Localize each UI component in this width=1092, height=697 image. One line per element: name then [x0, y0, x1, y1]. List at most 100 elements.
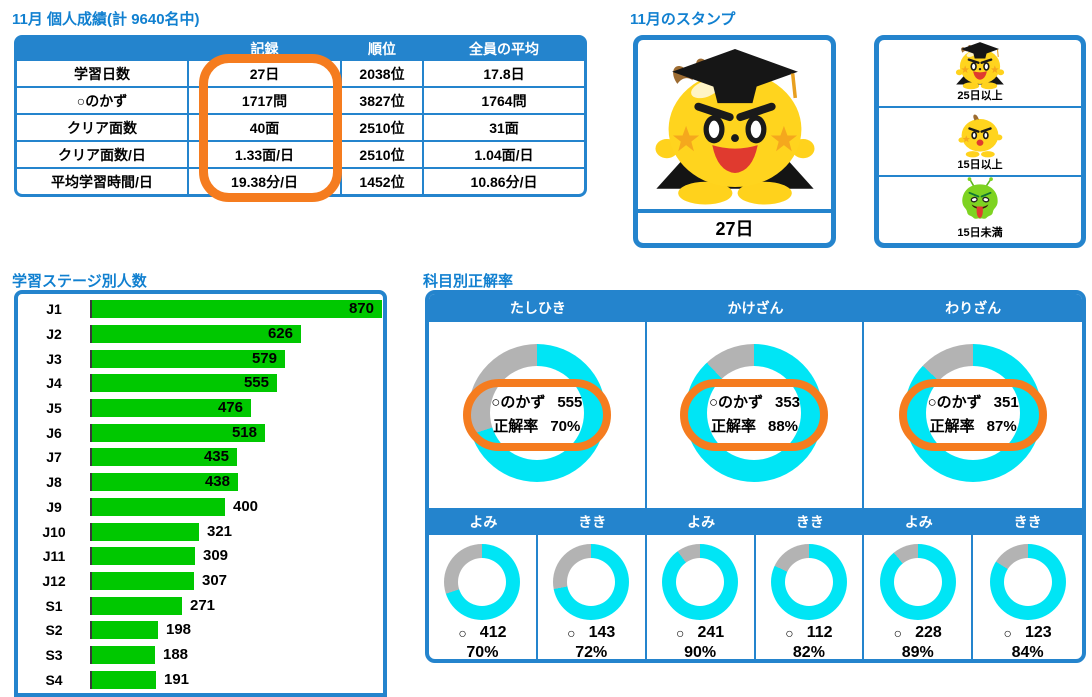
bar-value: 518	[231, 423, 257, 441]
average-value: 1764問	[424, 88, 584, 113]
stage-label: S1	[45, 597, 63, 614]
bar-row: J9 400	[18, 495, 383, 520]
subject-accuracy-title: 科目別正解率	[423, 273, 514, 290]
green-monster-icon	[961, 176, 999, 220]
record-value: 19.38分/日	[189, 169, 340, 194]
subject-header-row: たしひき かけざん わりざん	[429, 294, 1082, 322]
skill-count: 412	[479, 624, 507, 641]
personal-results-title: 11月 個人成績(計 9640名中)	[12, 11, 200, 28]
record-value: 1717問	[189, 88, 340, 113]
stage-bar	[92, 300, 382, 319]
table-header-record: 記録	[189, 38, 340, 59]
stage-label: J2	[46, 326, 62, 343]
bar-value: 307	[202, 571, 228, 589]
legend-label: 15日以上	[957, 158, 1003, 171]
stage-label: J5	[46, 400, 62, 417]
stage-bar	[92, 448, 237, 467]
rate-value: 70%	[550, 418, 581, 435]
stage-bar	[92, 399, 251, 418]
circle-icon: ○	[458, 625, 467, 641]
count-value: 555	[557, 394, 583, 411]
average-value: 1.04面/日	[424, 142, 584, 167]
bar-row: J3 579	[18, 346, 383, 371]
average-value: 10.86分/日	[424, 169, 584, 194]
bar-value: 579	[251, 349, 277, 367]
rate-label: 正解率	[710, 418, 756, 435]
skill-rate: 90%	[684, 644, 717, 661]
bar-row: S1 271	[18, 593, 383, 618]
row-label: クリア面数/日	[17, 142, 187, 167]
stamp-box: 27日	[633, 35, 836, 248]
subject-cell: ○のかず 555 正解率 70%	[429, 322, 647, 508]
circle-icon: ○	[675, 625, 685, 641]
skill-cell: ○ 412 70%	[429, 535, 538, 659]
table-header-average: 全員の平均	[424, 38, 584, 59]
bar-value: 191	[164, 670, 190, 688]
stage-bar	[92, 325, 301, 344]
bar-value: 309	[203, 547, 229, 565]
stage-bar	[92, 571, 194, 590]
record-value: 27日	[189, 61, 340, 86]
count-value: 351	[993, 394, 1019, 411]
stage-bar	[92, 670, 156, 689]
skill-donut	[989, 544, 1066, 620]
circle-icon: ○	[893, 625, 903, 641]
rate-value: 87%	[986, 418, 1017, 435]
stage-label: J8	[46, 474, 62, 491]
skill-rate: 82%	[792, 644, 825, 661]
subject-name: わりざん	[945, 300, 1002, 316]
skill-cell: ○ 112 82%	[756, 535, 865, 661]
stamp-legend: 25日以上 15日以上 15日未満	[874, 35, 1086, 248]
stage-label: J6	[46, 424, 62, 441]
stage-label: S4	[45, 671, 63, 688]
bar-row: J7 435	[18, 445, 383, 470]
count-label: ○のかず	[927, 394, 982, 411]
rate-label: 正解率	[929, 418, 975, 435]
bar-row: S2 198	[18, 618, 383, 643]
rank-value: 1452位	[342, 169, 422, 194]
skill-cell: ○ 228 89%	[864, 535, 974, 659]
skill-cell: ○ 143 72%	[538, 535, 647, 659]
stage-bar	[92, 374, 277, 393]
stage-label: S2	[45, 622, 63, 639]
accuracy-highlight	[899, 379, 1048, 451]
stage-label: J9	[46, 498, 62, 515]
row-label: 学習日数	[17, 61, 187, 86]
bar-value: 870	[348, 300, 374, 318]
bar-value: 198	[166, 621, 192, 639]
row-label: 平均学習時間/日	[17, 169, 187, 194]
bar-value: 400	[233, 497, 259, 515]
rank-value: 2510位	[342, 115, 422, 140]
bar-row: S3 188	[18, 643, 383, 668]
bar-row: J12 307	[18, 569, 383, 594]
bar-row: J1 870	[18, 297, 383, 322]
table-header-blank	[17, 38, 187, 59]
stage-label: J1	[46, 301, 62, 318]
skill-donut	[444, 544, 521, 620]
skill-count: 143	[588, 624, 616, 641]
skill-name: よみ	[469, 513, 498, 530]
legend-row: 15日未満	[879, 174, 1081, 243]
rate-value: 88%	[767, 418, 799, 435]
stage-bar	[92, 596, 182, 615]
record-value: 1.33面/日	[189, 142, 340, 167]
record-value: 40面	[189, 115, 340, 140]
graduate-mascot-icon	[954, 40, 1006, 91]
legend-row: 25日以上	[879, 40, 1081, 106]
subject-cell: ○のかず 351 正解率 87%	[864, 322, 1082, 508]
subject-cell: ○のかず 353 正解率 88%	[647, 322, 865, 508]
subject-donut-row: ○のかず 555 正解率 70% ○のかず 353 正解率 88% ○のかず 351 正解…	[429, 322, 1082, 508]
stage-label: J4	[46, 375, 62, 392]
skill-header-row: よみ きき よみ きき よみ きき	[429, 508, 1082, 535]
subject-name: たしひき	[509, 300, 566, 316]
count-value: 353	[775, 394, 801, 411]
skill-name: きき	[578, 513, 607, 530]
circle-icon: ○	[1003, 625, 1012, 641]
stage-chart-title: 学習ステージ別人数	[12, 273, 147, 290]
skill-name: きき	[795, 513, 824, 530]
skill-count: 228	[915, 624, 942, 641]
stage-label: J12	[42, 572, 66, 589]
skill-donut-row: ○ 412 70% ○ 143 72% ○ 241 90% ○ 112 82% ○ 228	[429, 535, 1082, 661]
stage-bar	[92, 473, 238, 492]
stage-bar-chart: J1 870 J2 626 J3 579 J4 555 J5 476 J6 518 J7 43…	[14, 290, 387, 697]
